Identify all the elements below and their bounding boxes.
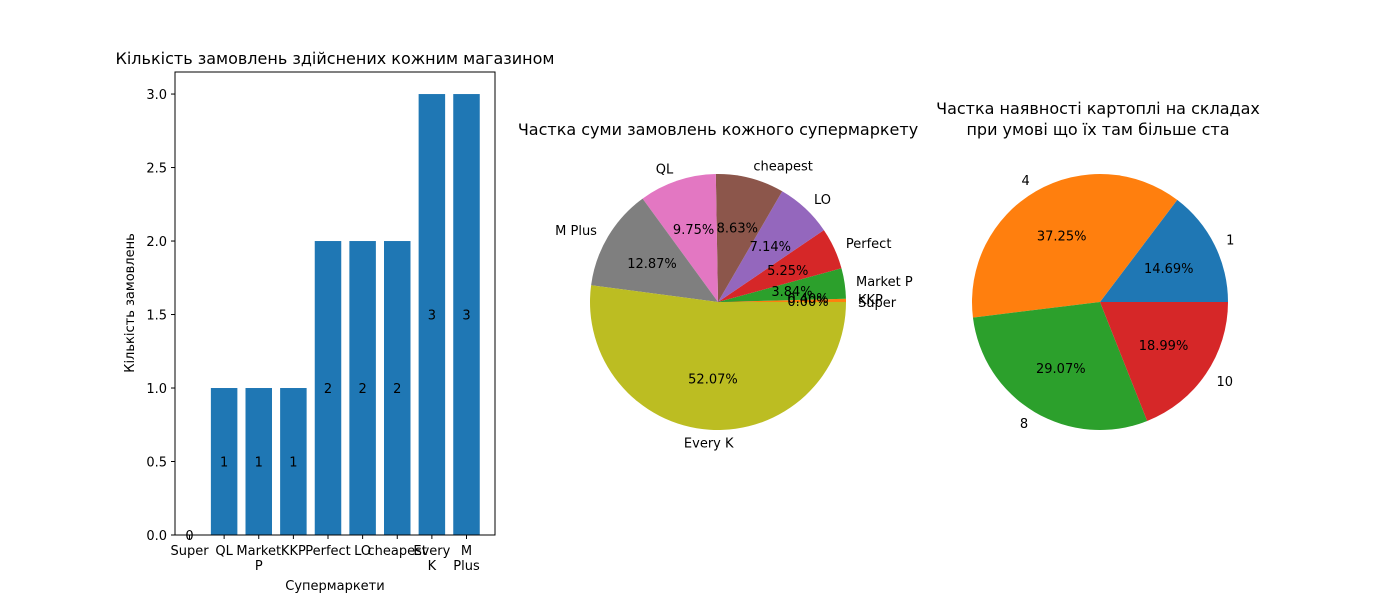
bar-chart-bars: 01 1 12 2 23 3 (185, 94, 480, 544)
pie-category-label: 4 (1021, 174, 1029, 189)
bar (314, 241, 342, 536)
pie-percent-label: 18.99% (1139, 339, 1189, 354)
pie-percent-label: 14.69% (1144, 262, 1194, 277)
x-tick-label: M Plus (453, 544, 480, 574)
y-tick-label: 1.5 (146, 309, 167, 324)
x-tick-label: KKP (281, 544, 306, 559)
y-tick-label: 0.0 (146, 529, 167, 544)
bar (349, 241, 376, 536)
x-tick-label: Perfect (305, 544, 351, 559)
pie-slice (972, 174, 1178, 318)
potato-availability-pie-chart: Частка наявності картоплі на складах при … (936, 99, 1260, 432)
pie-percent-label: 0.40% (787, 292, 828, 307)
x-tick-label: Every K (413, 544, 450, 574)
orders-share-pie-chart: Частка суми замовлень кожного супермарке… (518, 120, 918, 451)
y-tick-label: 0.5 (146, 456, 167, 471)
pie-slice (718, 230, 842, 302)
x-tick-label: LO (354, 544, 371, 559)
bar (245, 388, 272, 535)
bar-chart-x-axis-label: Супермаркети (285, 579, 384, 594)
pie-percent-label: 37.25% (1037, 229, 1087, 244)
bar-chart: Кількість замовлень здійснених кожним ма… (116, 49, 555, 594)
bar (384, 241, 411, 536)
pie-percent-label: 5.25% (767, 264, 808, 279)
bar-value-label: 2 (324, 382, 332, 397)
x-tick-label: cheapest (368, 544, 427, 559)
bar-chart-frame (174, 71, 496, 536)
x-tick-label: Super (170, 544, 209, 559)
pie-slice (972, 302, 1148, 430)
bar-value-label: 1 (255, 456, 263, 471)
pie-category-label: LO (814, 193, 831, 208)
y-tick-label: 3.0 (146, 88, 167, 103)
pie-chart-2-title: Частка наявності картоплі на складах при … (936, 99, 1260, 139)
pie-percent-label: 8.63% (717, 222, 758, 237)
bar (280, 388, 307, 535)
bar (453, 94, 480, 536)
pie-category-label: KKP (858, 293, 883, 308)
pie-slice (715, 174, 783, 302)
x-tick-label: QL (215, 544, 233, 559)
pie-category-label: Market P (856, 275, 913, 290)
pie-percent-label: 7.14% (750, 240, 791, 255)
pie-chart-2-slices (972, 174, 1228, 430)
bar-value-label: 3 (428, 309, 436, 324)
pie-category-label: QL (656, 163, 674, 178)
bar (418, 94, 446, 536)
pie-percent-label: 52.07% (688, 373, 738, 388)
pie-slice (718, 191, 824, 302)
pie-chart-2-labels: 14.69% 1 37.25% 4 29.07% 8 18.99% 10 (1020, 174, 1234, 432)
pie-category-label: 8 (1020, 417, 1028, 432)
bar-value-label: 1 (289, 456, 297, 471)
pie-percent-label: 29.07% (1036, 362, 1086, 377)
pie-percent-label: 9.75% (673, 223, 714, 238)
bar-chart-title: Кількість замовлень здійснених кожним ма… (116, 49, 555, 68)
bar-value-label: 2 (358, 382, 366, 397)
pie-category-label: 1 (1226, 233, 1234, 248)
pie-slice (591, 198, 718, 302)
pie-chart-1-slices (590, 174, 846, 431)
pie-slice (1100, 302, 1228, 421)
x-tick-label: Market P (236, 544, 281, 574)
pie-category-label: M Plus (555, 224, 597, 239)
bar-value-label: 1 (220, 456, 228, 471)
y-tick-label: 2.5 (146, 162, 167, 177)
pie-slice (1100, 199, 1228, 302)
pie-chart-1-labels: 0.00% Super 0.40% KKP 3.84% Market P 5.25% Perf… (555, 160, 913, 452)
pie-percent-label: 12.87% (627, 257, 677, 272)
pie-percent-label: 0.00% (787, 295, 828, 310)
pie-category-label: Super (858, 296, 897, 311)
pie-chart-1-title: Частка суми замовлень кожного супермарке… (518, 120, 918, 139)
pie-category-label: Every K (684, 436, 734, 451)
pie-slice (642, 174, 718, 302)
bar-value-label: 3 (462, 309, 470, 324)
bar-chart-y-ticks: 0.0 0.5 1.0 1.5 2.0 2.5 3.0 (146, 88, 175, 544)
pie-slice (718, 298, 846, 302)
pie-percent-label: 3.84% (771, 285, 812, 300)
bar-value-label: 2 (393, 382, 401, 397)
y-tick-label: 2.0 (146, 235, 167, 250)
bar-chart-y-axis-label: Кількість замовлень (123, 233, 138, 373)
pie-category-label: 10 (1216, 375, 1233, 390)
pie-slice (718, 268, 846, 302)
pie-slice (590, 285, 846, 431)
pie-category-label: Perfect (846, 237, 892, 252)
y-tick-label: 1.0 (146, 382, 167, 397)
pie-category-label: cheapest (753, 160, 812, 175)
bar (210, 388, 238, 535)
